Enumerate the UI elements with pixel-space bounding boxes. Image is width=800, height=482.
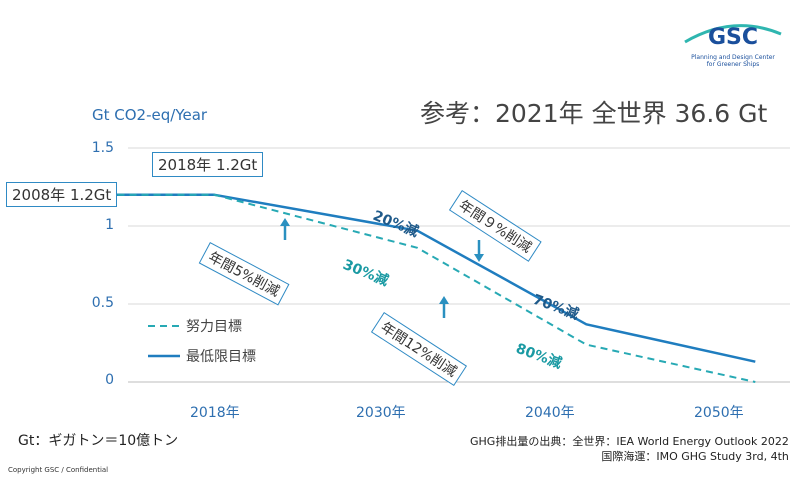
x-tick-label: 2030年	[356, 405, 406, 421]
y-tick-label: 0.5	[91, 295, 114, 311]
legend-item-effort: 努力目標	[148, 316, 256, 336]
legend-swatch-solid	[148, 354, 180, 358]
callout-2008: 2008年 1.2Gt	[6, 182, 118, 207]
down-arrow-icon	[474, 240, 484, 262]
source-line-1: GHG排出量の出典：全世界：IEA World Energy Outlook 2…	[470, 435, 789, 448]
gsc-logo: GSC Planning and Design Center for Green…	[683, 20, 783, 70]
y-tick-label: 1	[105, 217, 114, 233]
y-tick-label: 0	[105, 372, 114, 388]
arrow-layer	[280, 218, 484, 318]
callout-2018: 2018年 1.2Gt	[152, 152, 264, 177]
line-layer	[45, 193, 756, 383]
reduction-label-20: 20%減	[371, 207, 421, 241]
x-tick-label: 2040年	[525, 405, 575, 421]
reduction-label-30: 30%減	[341, 256, 391, 290]
legend-label-minimum: 最低限目標	[186, 349, 256, 365]
legend-label-effort: 努力目標	[186, 319, 242, 335]
reference-text: 参考：2021年 全世界 36.6 Gt	[420, 99, 768, 128]
logo-subtitle-1: Planning and Design Center	[691, 54, 775, 61]
y-tick-label: 1.5	[91, 140, 114, 156]
grid-layer	[128, 147, 790, 383]
y-axis-unit-label: Gt CO2-eq/Year	[92, 106, 208, 124]
logo-text: GSC	[708, 25, 758, 50]
source-line-2: 国際海運：IMO GHG Study 3rd, 4th	[601, 450, 789, 463]
gsc-logo-mark: GSC	[684, 24, 782, 50]
up-arrow-icon	[439, 296, 449, 318]
legend: 努力目標 最低限目標	[148, 316, 256, 366]
legend-item-minimum: 最低限目標	[148, 346, 256, 366]
reduction-label-layer: 20%減30%減70%減80%減	[341, 207, 582, 372]
copyright-text: Copyright GSC / Confidential	[8, 466, 109, 474]
logo-subtitle-2: for Greener Ships	[706, 61, 760, 68]
legend-swatch-dashed	[148, 325, 180, 327]
source-note: GHG排出量の出典：全世界：IEA World Energy Outlook 2…	[470, 434, 789, 464]
gigaton-footnote: Gt：ギガトン＝10億トン	[18, 433, 179, 449]
reduction-label-80: 80%減	[514, 340, 564, 372]
x-tick-label: 2050年	[694, 405, 744, 421]
up-arrow-icon	[280, 218, 290, 240]
x-tick-label: 2018年	[190, 405, 240, 421]
series-line-effort-target	[45, 193, 756, 383]
